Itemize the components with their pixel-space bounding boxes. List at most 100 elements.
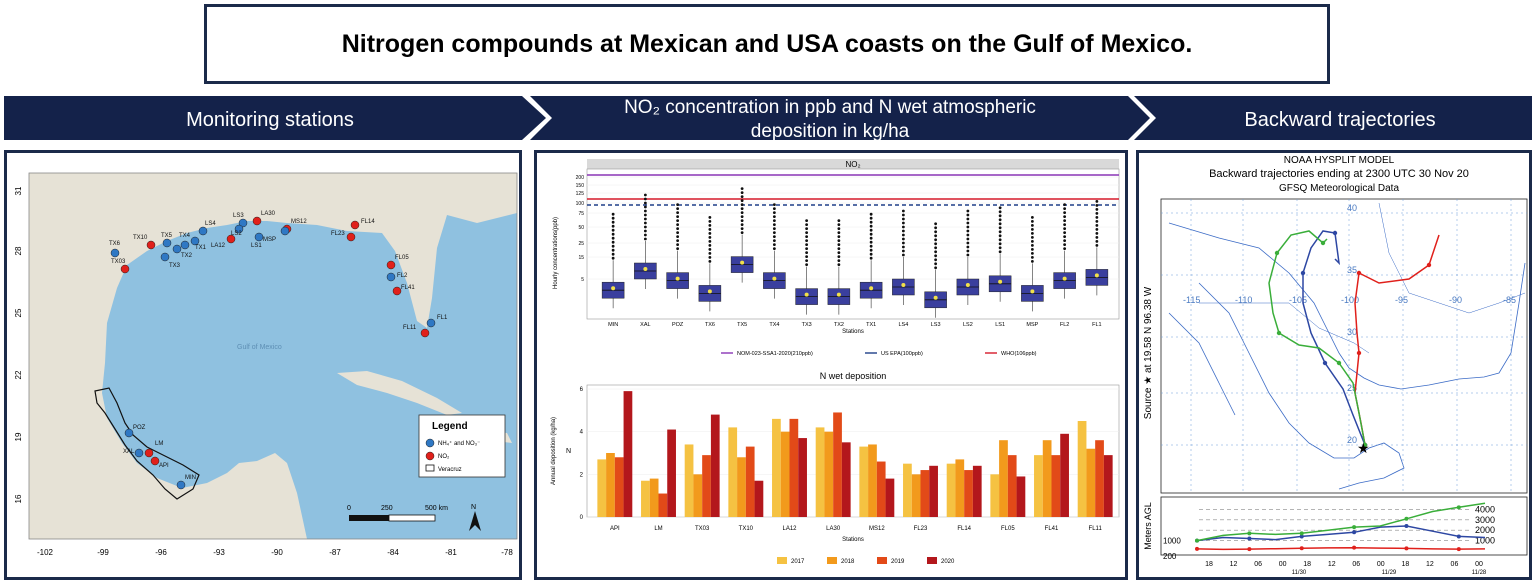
bar [876,461,886,517]
box-ytick-label: 200 [576,175,585,181]
box-outlier [772,215,776,218]
height-tick-label: 1000 [1475,536,1495,546]
bar [1042,440,1052,517]
north-label: N [471,504,476,511]
lon-tick-label: -90 [271,548,283,557]
station-marker [254,232,264,242]
station-map: Gulf of Mexico 31 28 25 22 19 16 -102 -99 -96 -9… [14,172,518,557]
box-outlier [1063,231,1067,234]
banner-3-shape [1134,96,1532,140]
box-outlier [643,237,647,241]
box-outlier [966,225,970,229]
height-marker [1352,525,1357,530]
bar [684,444,694,517]
bar-legend-label: 2020 [941,559,955,565]
box-outlier [611,236,615,240]
trajectory-marker [1320,240,1326,246]
box-xtick-label: LS2 [963,322,973,328]
bar [868,444,877,517]
bar [972,465,982,517]
station-label: TX1 [195,245,207,251]
trajectory-marker [1426,262,1432,268]
date-label: 11/30 [1292,570,1307,576]
box-mean [933,295,938,300]
bar-bars: API LM TX03 TX10 LA12 LA30 MS12 FL23 FL14 FL05 FL4… [597,391,1113,532]
box-outlier [676,235,680,238]
box-outlier [1095,240,1099,243]
box-outlier [740,219,744,222]
box-outlier [805,227,809,230]
lon-tick-label: -102 [37,548,54,557]
box-outlier [901,241,905,245]
box-outlier [772,235,776,238]
box-outlier [1095,244,1099,247]
boxplot-y-ticks: 200 150 125 100 75 50 25 15 5 [576,175,1119,283]
bar-legend-swatch [927,557,937,564]
box-outlier [772,211,776,214]
box-outlier [740,195,744,198]
box-outlier [611,220,615,224]
box-outlier [869,216,873,220]
box-outlier [611,256,615,260]
box-xtick-label: POZ [672,322,684,328]
box-outlier [805,243,809,246]
station-marker [238,218,248,228]
lat-tick-label: 25 [14,308,23,317]
box-outlier [837,239,841,242]
box-ytick-label: 5 [581,277,584,283]
station-label: TX6 [109,241,121,247]
box-outlier [740,191,744,194]
bar [955,459,965,517]
date-label: 11/28 [1472,570,1487,576]
box-outlier [740,203,744,206]
height-start-label: 200 [1163,552,1177,561]
box-outlier [772,231,776,234]
time-tick-label: 18 [1303,561,1311,568]
bar-legend-swatch [777,557,787,564]
station-marker [162,238,172,248]
north-arrow-icon [469,511,481,531]
trajectory-marker [1356,350,1362,356]
map-panel: Gulf of Mexico 31 28 25 22 19 16 -102 -99 -96 -9… [4,150,522,580]
box-outlier [1030,252,1034,255]
station-marker [172,244,182,254]
box-outlier [805,255,809,258]
box-outlier [676,223,680,226]
box-outlier [869,252,873,256]
box-outlier [1030,228,1034,231]
height-marker [1404,524,1409,529]
box-outlier [643,233,647,237]
sea-label: Gulf of Mexico [237,344,282,351]
box-ytick-label: 125 [576,191,585,197]
station-label: FL11 [403,325,417,331]
box-outlier [869,224,873,228]
station-marker [146,240,156,250]
source-star-icon: ★ [1357,440,1370,456]
bar [693,474,703,517]
box-outlier [611,252,615,256]
height-marker [1352,530,1357,535]
time-tick-label: 06 [1451,561,1459,568]
boxplot-title: NO₂ [845,160,860,169]
height-marker [1456,547,1461,552]
bar [1016,476,1026,517]
bar [1086,448,1096,517]
box-xtick-label: TX2 [834,322,844,328]
box-outlier [1030,220,1034,223]
box-outlier [998,210,1002,214]
bar [658,493,668,517]
bar [667,429,676,517]
box-outlier [1063,239,1067,242]
box-outlier [805,247,809,250]
box-outlier [966,237,970,241]
box-outlier [1095,228,1099,231]
box-ytick-label: 50 [578,225,584,231]
box-outlier [901,229,905,233]
time-tick-label: 12 [1230,561,1238,568]
box-outlier [998,250,1002,254]
box-outlier [740,231,744,234]
lon-tick-label: -99 [97,548,109,557]
box-xtick-label: TX3 [802,322,812,328]
latitude-ticks: 31 28 25 22 19 16 [14,186,23,503]
height-line [1196,525,1486,542]
